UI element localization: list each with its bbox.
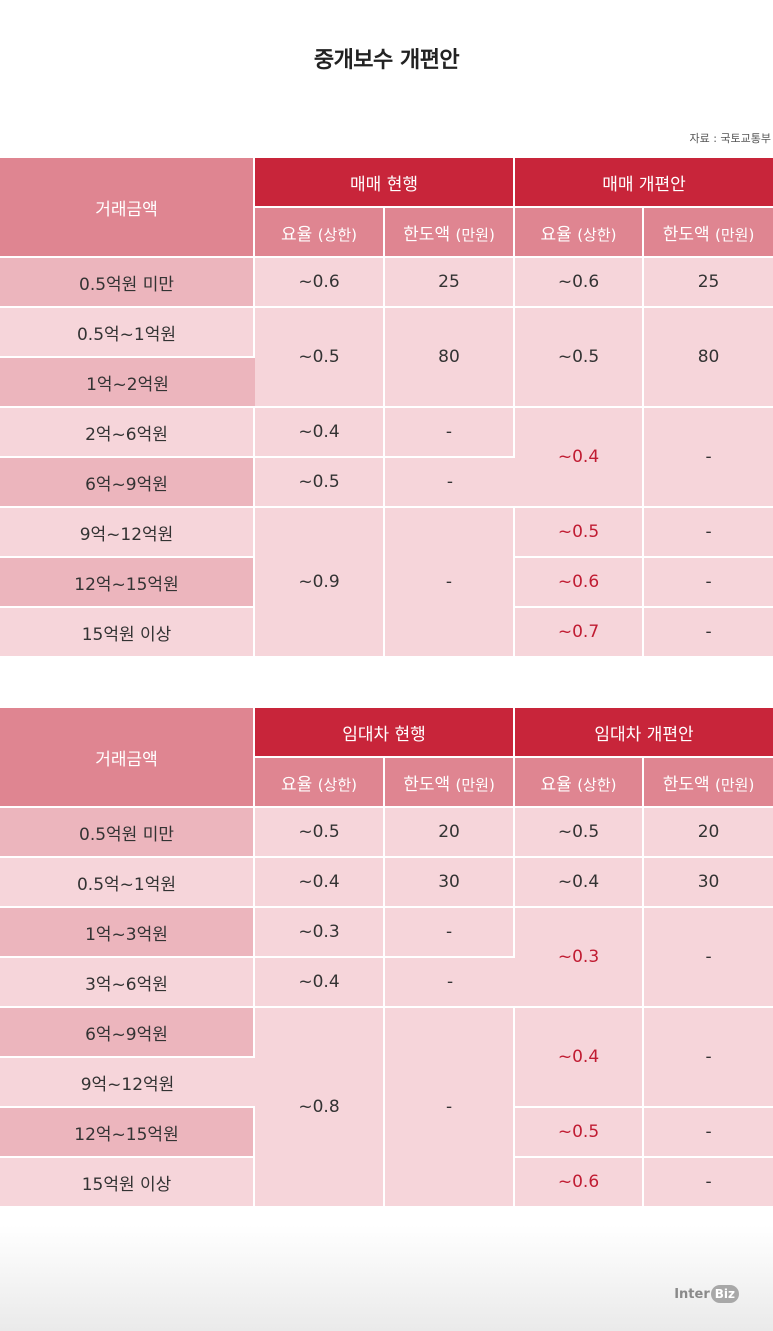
new-rate-cell: ~0.6 <box>515 1158 645 1208</box>
row-label: 12억~15억원 <box>0 558 255 608</box>
new-rate-cell: ~0.3 <box>515 908 645 1008</box>
current-cap-cell: - <box>385 958 516 1008</box>
new-cap-cell: - <box>644 1008 773 1108</box>
current-rate-cell: ~0.9 <box>255 508 385 658</box>
row-label: 12억~15억원 <box>0 1108 255 1158</box>
new-cap-cell: 30 <box>644 858 773 908</box>
new-cap-cell: 80 <box>644 308 773 408</box>
row-label: 6억~9억원 <box>0 1008 255 1058</box>
new-rate-cell: ~0.5 <box>515 508 644 558</box>
col-header-rate: 요율 (상한) <box>515 758 645 808</box>
col-header-cap: 한도액 (만원) <box>385 208 515 258</box>
logo-text-inter: Inter <box>674 1286 710 1302</box>
new-rate-cell: ~0.4 <box>515 1008 645 1108</box>
new-rate-cell: ~0.6 <box>515 258 644 308</box>
new-cap-cell: - <box>644 1158 773 1208</box>
row-label: 0.5억원 미만 <box>0 808 255 858</box>
sale-fee-table: 거래금액 매매 현행 매매 개편안 요율 (상한) 한도액 (만원) 요율 (상… <box>0 158 773 658</box>
row-label: 1억~3억원 <box>0 908 255 958</box>
group-header-new: 매매 개편안 <box>515 158 773 208</box>
row-label: 9억~12억원 <box>0 1058 255 1108</box>
current-rate-cell: ~0.3 <box>255 908 385 958</box>
row-label: 2억~6억원 <box>0 408 255 458</box>
current-rate-cell: ~0.5 <box>255 808 385 858</box>
footer-band <box>0 1225 773 1331</box>
current-rate-cell: ~0.4 <box>255 958 385 1008</box>
new-cap-cell: - <box>644 558 773 608</box>
row-label: 15억원 이상 <box>0 608 255 658</box>
col-header-rate: 요율 (상한) <box>515 208 644 258</box>
current-rate-cell: ~0.4 <box>255 408 385 458</box>
col-header-cap: 한도액 (만원) <box>644 758 773 808</box>
col-header-rate: 요율 (상한) <box>255 758 385 808</box>
row-label: 3억~6억원 <box>0 958 255 1008</box>
group-header-current: 매매 현행 <box>255 158 515 208</box>
new-rate-cell: ~0.5 <box>515 308 644 408</box>
current-cap-cell: - <box>385 1008 516 1208</box>
current-cap-cell: - <box>385 458 515 508</box>
new-cap-cell: - <box>644 608 773 658</box>
col-header-rate: 요율 (상한) <box>255 208 385 258</box>
current-rate-cell: ~0.5 <box>255 458 385 508</box>
new-cap-cell: - <box>644 408 773 508</box>
col-header-cap: 한도액 (만원) <box>644 208 773 258</box>
new-rate-cell: ~0.4 <box>515 408 644 508</box>
row-label: 6억~9억원 <box>0 458 255 508</box>
new-rate-cell: ~0.7 <box>515 608 644 658</box>
row-label: 1억~2억원 <box>0 358 255 408</box>
group-header-new: 임대차 개편안 <box>515 708 773 758</box>
current-cap-cell: 25 <box>385 258 515 308</box>
lease-fee-table: 거래금액 임대차 현행 임대차 개편안 요율 (상한) 한도액 (만원) 요율 … <box>0 708 773 1208</box>
new-cap-cell: - <box>644 908 773 1008</box>
current-cap-cell: 30 <box>385 858 516 908</box>
new-cap-cell: - <box>644 1108 773 1158</box>
col-header-amount: 거래금액 <box>0 708 255 808</box>
current-rate-cell: ~0.5 <box>255 308 385 408</box>
current-cap-cell: 20 <box>385 808 516 858</box>
current-rate-cell: ~0.8 <box>255 1008 385 1208</box>
current-cap-cell: 80 <box>385 308 515 408</box>
new-rate-cell: ~0.5 <box>515 808 645 858</box>
col-header-cap: 한도액 (만원) <box>385 758 516 808</box>
row-label: 9억~12억원 <box>0 508 255 558</box>
interbiz-logo: Inter Biz <box>674 1285 739 1303</box>
current-cap-cell: - <box>385 408 515 458</box>
row-label: 0.5억원 미만 <box>0 258 255 308</box>
new-rate-cell: ~0.4 <box>515 858 645 908</box>
current-cap-cell: - <box>385 508 515 658</box>
col-header-amount: 거래금액 <box>0 158 255 258</box>
row-label: 15억원 이상 <box>0 1158 255 1208</box>
current-cap-cell: - <box>385 908 516 958</box>
new-cap-cell: - <box>644 508 773 558</box>
new-cap-cell: 25 <box>644 258 773 308</box>
source-note: 자료 : 국토교통부 <box>689 132 771 145</box>
row-label: 0.5억~1억원 <box>0 858 255 908</box>
current-rate-cell: ~0.6 <box>255 258 385 308</box>
new-rate-cell: ~0.5 <box>515 1108 645 1158</box>
new-rate-cell: ~0.6 <box>515 558 644 608</box>
logo-badge-biz: Biz <box>710 1285 739 1303</box>
page-title: 중개보수 개편안 <box>313 48 460 73</box>
new-cap-cell: 20 <box>644 808 773 858</box>
group-header-current: 임대차 현행 <box>255 708 516 758</box>
row-label: 0.5억~1억원 <box>0 308 255 358</box>
current-rate-cell: ~0.4 <box>255 858 385 908</box>
